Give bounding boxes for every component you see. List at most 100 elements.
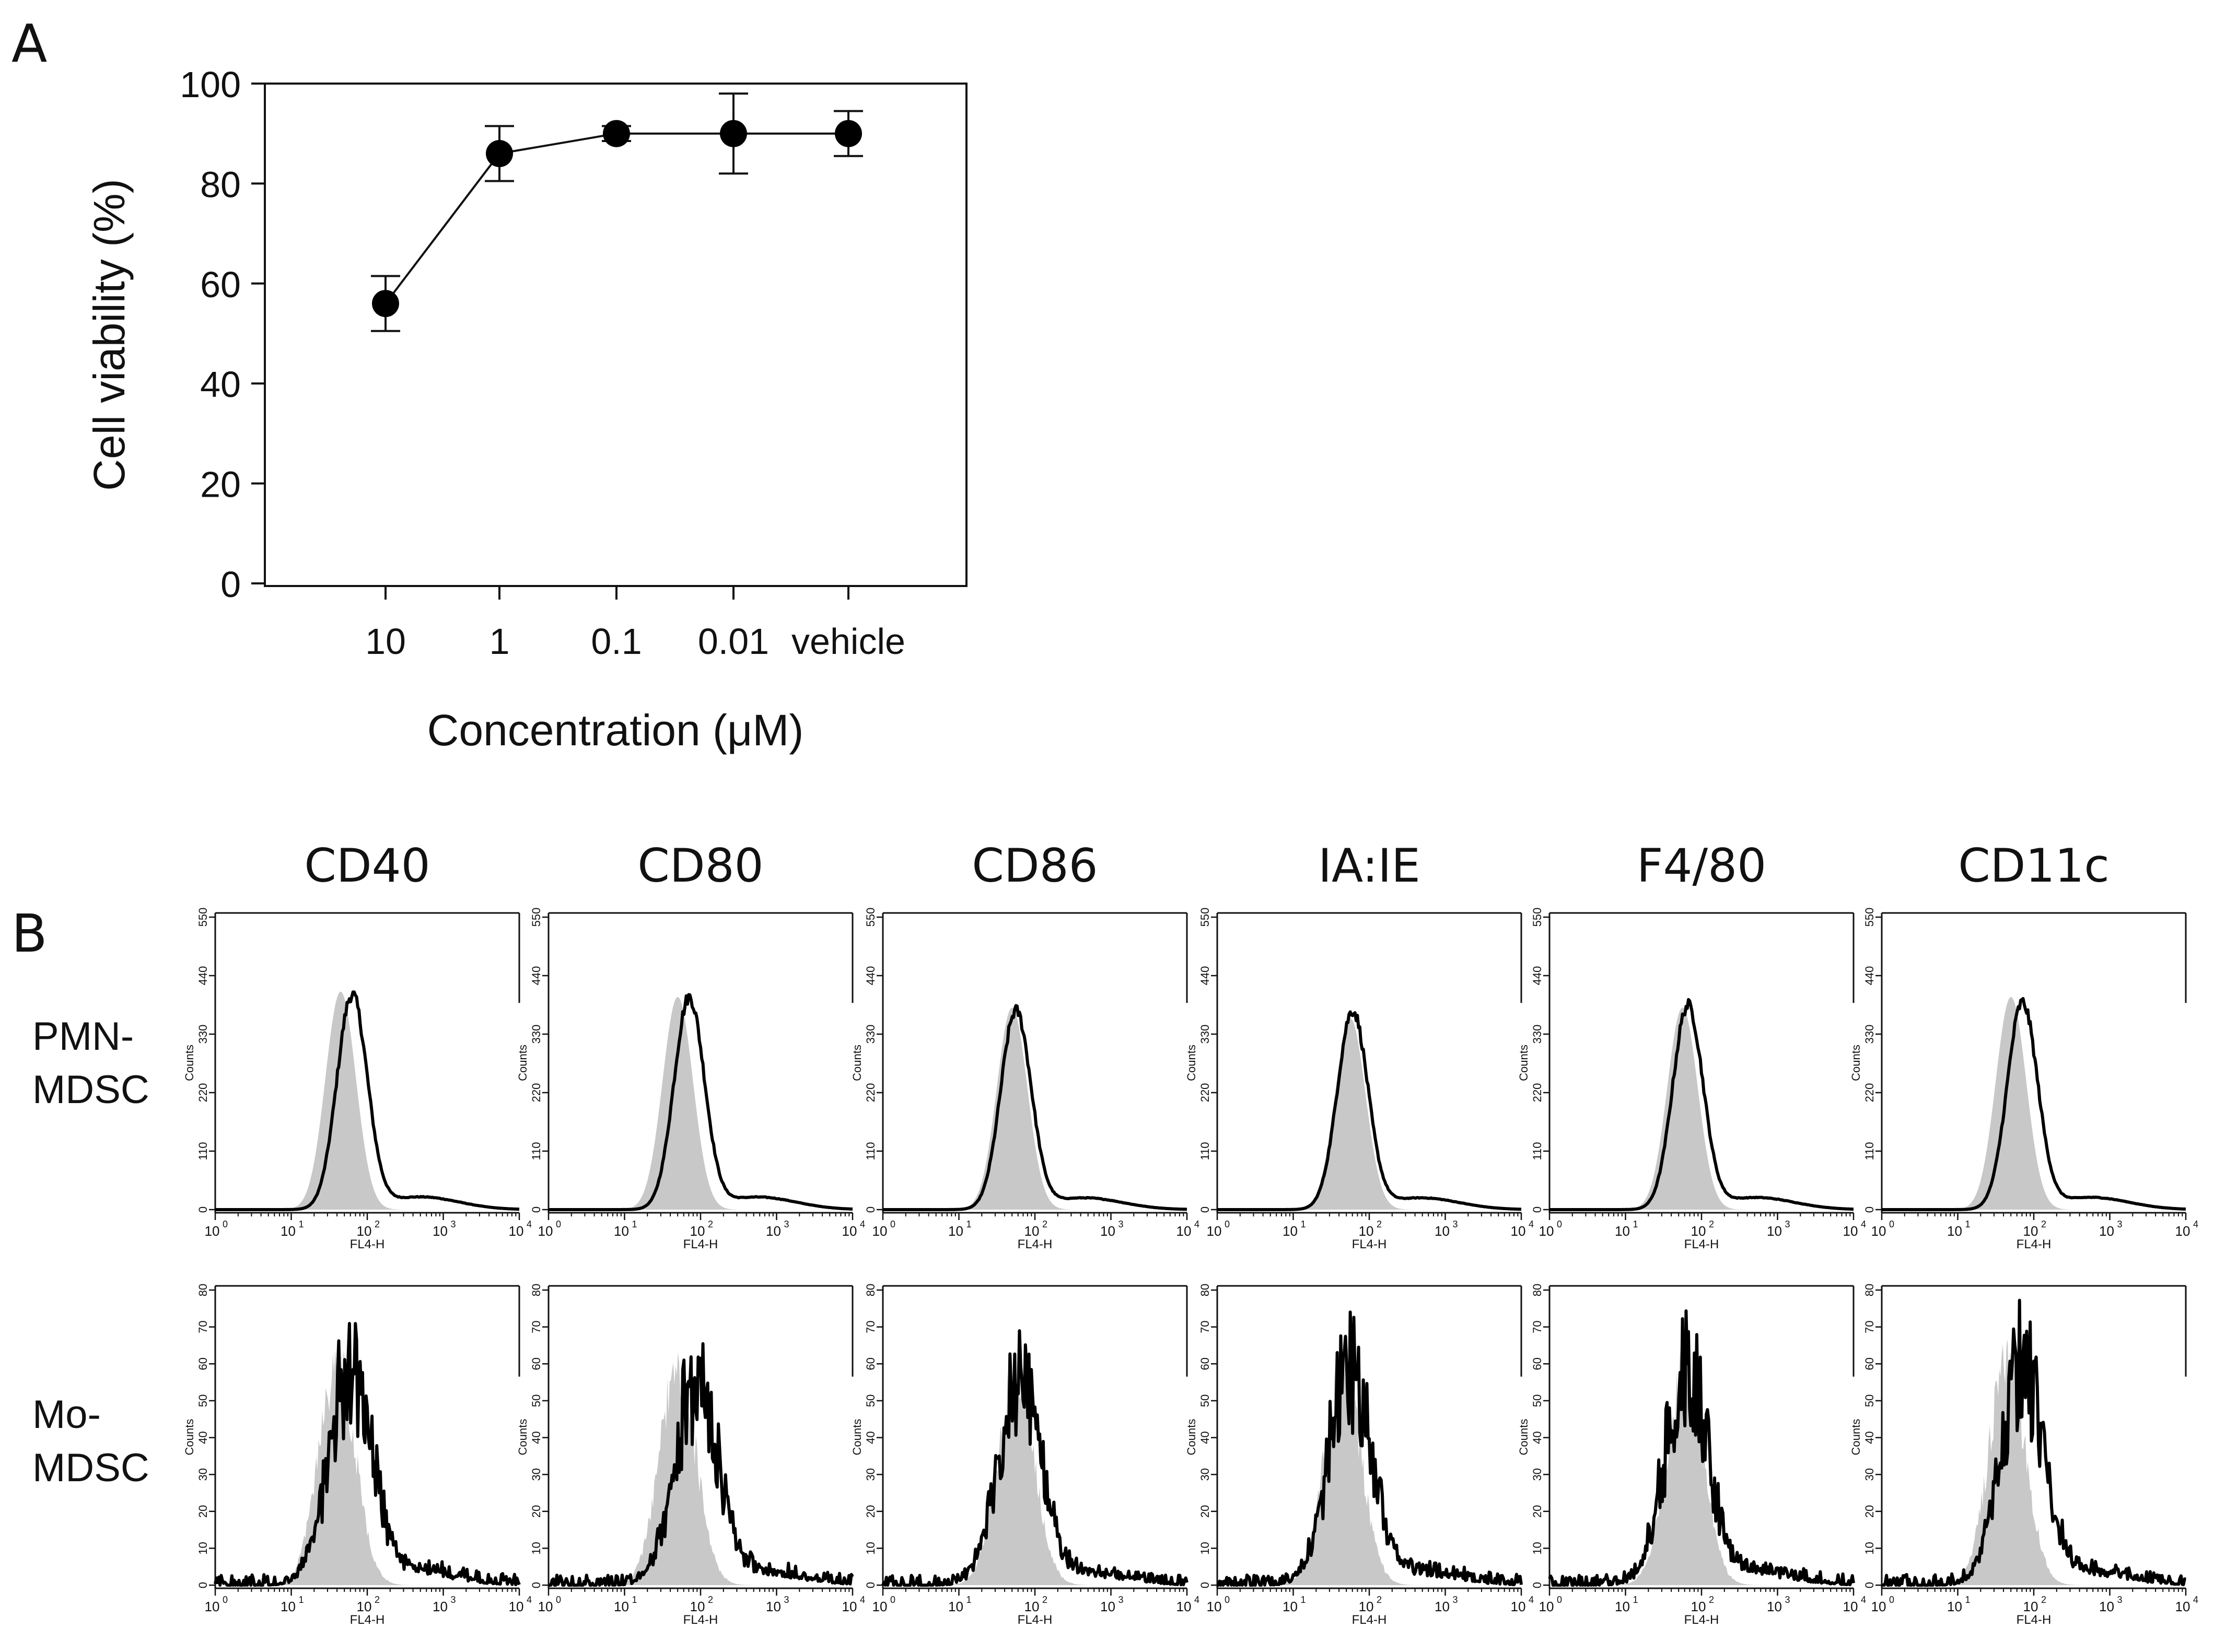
x-tick-label: 10 xyxy=(2175,1223,2190,1239)
stained-histogram xyxy=(1549,998,1854,1211)
y-tick-label: 70 xyxy=(1531,1320,1544,1333)
y-tick-label: 330 xyxy=(864,1025,877,1044)
x-tick-exponent: 3 xyxy=(451,1595,456,1605)
y-tick-label: 30 xyxy=(1863,1468,1876,1481)
x-tick-exponent: 1 xyxy=(966,1595,972,1605)
y-tick-label: 550 xyxy=(864,908,877,927)
data-point xyxy=(486,139,513,167)
x-tick-label: 10 xyxy=(1871,1223,1886,1239)
x-tick-exponent: 4 xyxy=(1529,1219,1534,1229)
x-tick-label: 10 xyxy=(1691,1599,1706,1614)
y-tick-label: 220 xyxy=(1863,1083,1876,1103)
x-tick-label: 10 xyxy=(1359,1599,1374,1614)
data-point xyxy=(372,290,399,318)
x-tick-label: 10 xyxy=(872,1223,888,1239)
x-tick-exponent: 3 xyxy=(2117,1219,2123,1229)
stained-histogram xyxy=(1548,1309,1855,1587)
y-tick-label: 10 xyxy=(864,1542,877,1554)
y-tick-label: 70 xyxy=(1198,1320,1211,1333)
x-tick-exponent: 4 xyxy=(1194,1595,1199,1605)
y-tick-label: 0 xyxy=(1863,1206,1876,1213)
x-axis-label: FL4-H xyxy=(2017,1613,2052,1627)
y-axis-label: Counts xyxy=(1517,1045,1530,1081)
x-tick-label: 10 xyxy=(205,1223,220,1239)
y-tick-label: 550 xyxy=(530,908,543,927)
x-tick-exponent: 3 xyxy=(1785,1219,1790,1229)
y-tick-label: 30 xyxy=(1198,1468,1211,1481)
x-tick-exponent: 2 xyxy=(1042,1595,1047,1605)
x-tick-label: 10 xyxy=(2099,1223,2114,1239)
y-tick-label: 40 xyxy=(1863,1431,1876,1444)
y-tick-label: 20 xyxy=(1531,1505,1544,1518)
x-tick-label: 10 xyxy=(766,1599,781,1614)
y-tick-label: 110 xyxy=(196,1142,209,1160)
x-tick-exponent: 4 xyxy=(527,1595,532,1605)
x-tick-label: 10 xyxy=(1100,1599,1115,1614)
y-tick-label: 0 xyxy=(864,1206,877,1213)
x-tick-exponent: 4 xyxy=(2193,1219,2198,1229)
x-tick-label: 10 xyxy=(509,1223,524,1239)
x-tick-exponent: 4 xyxy=(1194,1219,1199,1229)
y-tick-label: 60 xyxy=(1198,1357,1211,1370)
x-axis-label: FL4-H xyxy=(1018,1613,1053,1627)
x-tick-label: 10 xyxy=(357,1223,372,1239)
y-axis-label: Counts xyxy=(516,1045,529,1081)
x-tick-label: 10 xyxy=(948,1223,963,1239)
x-tick-exponent: 1 xyxy=(299,1595,304,1605)
y-tick-label: 550 xyxy=(196,908,209,927)
y-tick-label: 20 xyxy=(1198,1505,1211,1518)
x-tick-label: 10 xyxy=(1947,1599,1962,1614)
x-tick-label: 10 xyxy=(1767,1223,1782,1239)
y-tick-label: 550 xyxy=(1531,908,1544,927)
marker-header: CD11c xyxy=(1958,839,2110,893)
x-tick-exponent: 0 xyxy=(556,1219,561,1229)
x-tick-label: 10 xyxy=(1843,1599,1858,1614)
y-tick-label: 60 xyxy=(864,1357,877,1370)
y-tick-label: 10 xyxy=(530,1542,543,1554)
y-tick-label: 110 xyxy=(1863,1142,1876,1160)
x-axis-label: FL4-H xyxy=(350,1613,385,1627)
x-tick-exponent: 2 xyxy=(1709,1595,1714,1605)
x-tick-exponent: 3 xyxy=(1453,1595,1458,1605)
isotype-histogram xyxy=(1882,997,2186,1210)
x-axis-label: FL4-H xyxy=(1684,1237,1719,1251)
x-tick-label: 10 xyxy=(365,621,406,662)
y-tick-label: 0 xyxy=(220,564,241,605)
x-tick-exponent: 2 xyxy=(1042,1219,1047,1229)
y-axis-label: Counts xyxy=(1185,1045,1198,1081)
x-tick-label: 10 xyxy=(1539,1599,1554,1614)
y-tick-label: 80 xyxy=(1531,1284,1544,1296)
x-tick-label: 10 xyxy=(2175,1599,2190,1614)
y-axis-label: Counts xyxy=(183,1419,196,1456)
y-tick-label: 330 xyxy=(1863,1025,1876,1044)
x-tick-exponent: 1 xyxy=(1633,1219,1638,1229)
x-tick-label: 0.01 xyxy=(698,621,769,662)
y-tick-label: 0 xyxy=(1198,1582,1211,1588)
y-tick-label: 0 xyxy=(196,1206,209,1213)
x-tick-exponent: 1 xyxy=(1301,1219,1306,1229)
x-tick-exponent: 2 xyxy=(1377,1595,1382,1605)
y-tick-label: 80 xyxy=(1198,1284,1211,1296)
isotype-histogram xyxy=(215,991,519,1210)
panel-a-label: A xyxy=(11,13,47,74)
x-tick-label: 10 xyxy=(538,1223,553,1239)
x-tick-label: 1 xyxy=(490,621,510,662)
x-tick-label: 10 xyxy=(1691,1223,1706,1239)
stained-histogram xyxy=(215,990,520,1211)
y-tick-label: 60 xyxy=(1863,1357,1876,1370)
x-tick-label: 10 xyxy=(1024,1223,1040,1239)
x-tick-exponent: 2 xyxy=(1377,1219,1382,1229)
x-axis-label: FL4-H xyxy=(683,1613,718,1627)
y-tick-label: 220 xyxy=(1198,1083,1211,1103)
x-tick-exponent: 0 xyxy=(890,1595,895,1605)
x-tick-exponent: 3 xyxy=(1118,1595,1124,1605)
x-tick-exponent: 2 xyxy=(2041,1595,2046,1605)
x-axis-label: Concentration (μM) xyxy=(427,706,804,755)
x-tick-exponent: 4 xyxy=(2193,1595,2198,1605)
row-label-line2: MDSC xyxy=(32,1446,149,1490)
stained-histogram xyxy=(1881,1298,2187,1587)
